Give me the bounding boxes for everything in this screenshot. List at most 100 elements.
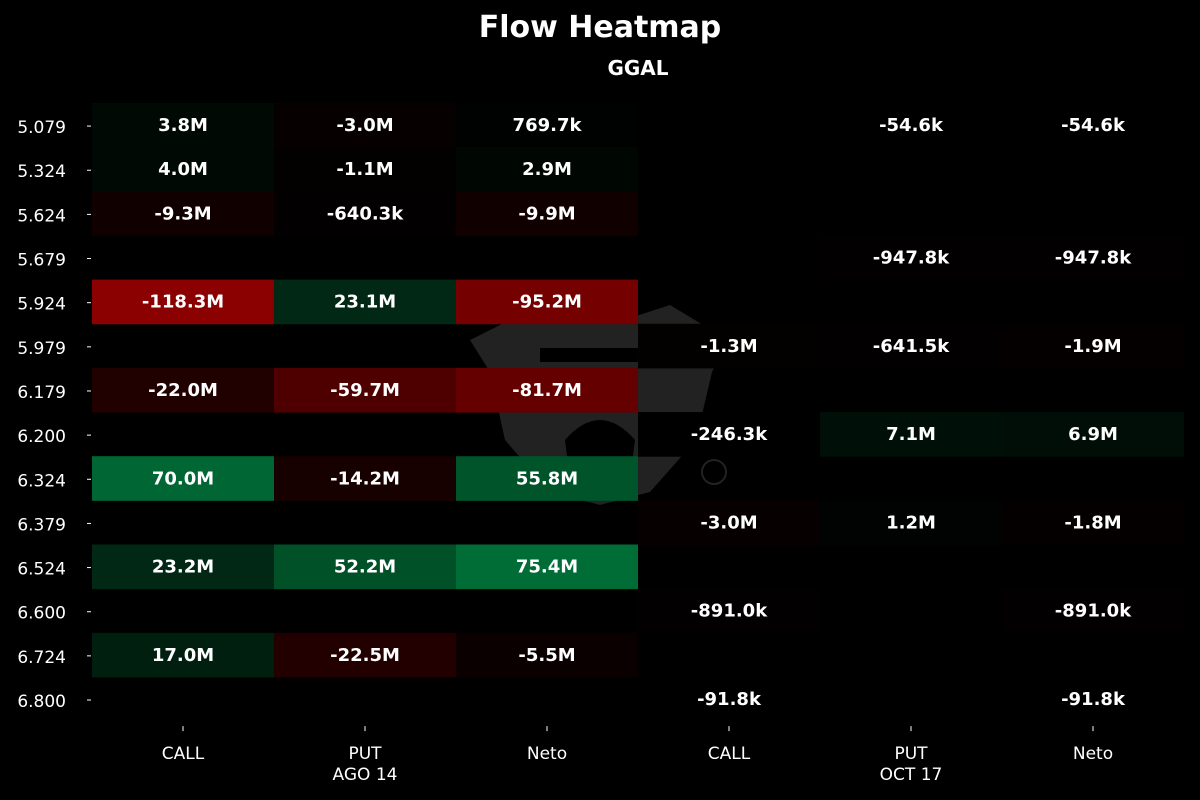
x-tick-label: Neto	[527, 744, 567, 764]
cell-value-label: -3.0M	[336, 115, 393, 136]
chart-subtitle: GGAL	[607, 56, 669, 80]
cell-value-label: -5.5M	[518, 645, 575, 666]
cell-value-label: -947.8k	[1055, 248, 1132, 269]
heatmap-cell	[274, 632, 456, 678]
cell-value-label: -947.8k	[873, 248, 950, 269]
heatmap-cell	[92, 632, 274, 678]
cell-value-label: -1.1M	[336, 159, 393, 180]
x-tick-label: Neto	[1073, 744, 1113, 764]
cell-value-label: 23.2M	[152, 557, 214, 578]
y-tick-label: 6.200	[17, 427, 66, 447]
cell-value-label: 2.9M	[522, 159, 572, 180]
heatmap-cell	[1002, 103, 1184, 148]
heatmap-cell	[456, 544, 638, 590]
y-tick-label: 6.600	[17, 604, 66, 624]
heatmap-cell	[92, 103, 274, 148]
heatmap-cell	[820, 235, 1002, 281]
y-tick-label: 5.624	[17, 206, 66, 226]
cell-value-label: -891.0k	[691, 601, 768, 622]
heatmap-cell	[456, 367, 638, 413]
heatmap-cell	[274, 367, 456, 413]
cell-value-label: 4.0M	[158, 159, 208, 180]
y-tick-label: 6.324	[17, 471, 66, 491]
heatmap-cell	[274, 544, 456, 590]
cell-value-label: -22.5M	[330, 645, 400, 666]
heatmap-cell	[92, 147, 274, 192]
x-tick-label: PUT	[348, 744, 382, 764]
cell-value-label: -54.6k	[1061, 115, 1126, 136]
chart-title: Flow Heatmap	[478, 10, 722, 45]
cell-value-label: -640.3k	[327, 203, 404, 224]
heatmap-cell	[638, 323, 820, 369]
heatmap-cell	[274, 191, 456, 236]
expiry-group-label: AGO 14	[333, 765, 398, 785]
heatmap-cell	[274, 279, 456, 325]
cell-value-label: -1.3M	[700, 336, 757, 357]
y-tick-label: 5.679	[17, 251, 66, 271]
cell-value-label: 23.1M	[334, 292, 396, 313]
heatmap-cell	[1002, 323, 1184, 369]
heatmap-cell	[92, 544, 274, 590]
cell-value-label: -891.0k	[1055, 601, 1132, 622]
cell-value-label: -54.6k	[879, 115, 944, 136]
heatmap-cell	[638, 500, 820, 545]
heatmap-cell	[92, 367, 274, 413]
cell-value-label: -9.9M	[518, 203, 575, 224]
y-tick-label: 5.079	[17, 118, 66, 138]
heatmap-cell	[1002, 588, 1184, 634]
cell-value-label: -641.5k	[873, 336, 950, 357]
cell-value-label: -59.7M	[330, 380, 400, 401]
cell-value-label: 1.2M	[886, 512, 936, 533]
heatmap-cell	[274, 147, 456, 192]
cell-value-label: 3.8M	[158, 115, 208, 136]
cell-value-label: 70.0M	[152, 468, 214, 489]
cell-value-label: -246.3k	[691, 424, 768, 445]
cell-value-label: 75.4M	[516, 557, 578, 578]
heatmap-cell	[456, 191, 638, 236]
heatmap-cell	[820, 500, 1002, 545]
y-tick-label: 6.800	[17, 692, 66, 712]
heatmap-cell	[638, 676, 820, 722]
y-tick-label: 6.724	[17, 648, 66, 668]
heatmap-cell	[456, 279, 638, 325]
heatmap-cell	[274, 103, 456, 148]
heatmap-cell	[1002, 500, 1184, 545]
heatmap-cell	[456, 147, 638, 192]
heatmap-cell	[820, 412, 1002, 457]
cell-value-label: -9.3M	[154, 203, 211, 224]
heatmap-cell	[92, 279, 274, 325]
heatmap-cell	[456, 103, 638, 148]
x-tick-label: PUT	[894, 744, 928, 764]
heatmap-cell	[638, 588, 820, 634]
y-tick-label: 5.979	[17, 339, 66, 359]
heatmap-cell	[92, 456, 274, 501]
cell-value-label: 55.8M	[516, 468, 578, 489]
expiry-group-label: OCT 17	[880, 765, 943, 785]
cell-value-label: -22.0M	[148, 380, 218, 401]
heatmap-cell	[92, 191, 274, 236]
x-tick-label: CALL	[708, 744, 751, 764]
cell-value-label: 17.0M	[152, 645, 214, 666]
cell-value-label: -95.2M	[512, 292, 582, 313]
cell-value-label: -1.8M	[1064, 512, 1121, 533]
cell-value-label: -81.7M	[512, 380, 582, 401]
heatmap-cell	[820, 103, 1002, 148]
y-tick-label: 5.924	[17, 295, 66, 315]
heatmap-cell	[1002, 412, 1184, 457]
cell-value-label: -3.0M	[700, 512, 757, 533]
x-tick-label: CALL	[162, 744, 205, 764]
heatmap-cell	[456, 456, 638, 501]
cell-value-label: -91.8k	[1061, 689, 1126, 710]
cell-value-label: 52.2M	[334, 557, 396, 578]
heatmap-cell	[638, 412, 820, 457]
cell-value-label: -118.3M	[142, 292, 224, 313]
y-tick-label: 6.179	[17, 383, 66, 403]
heatmap-cell	[1002, 676, 1184, 722]
heatmap-cell	[1002, 235, 1184, 281]
heatmap-cell	[274, 456, 456, 501]
y-tick-label: 5.324	[17, 162, 66, 182]
heatmap-cell	[820, 323, 1002, 369]
heatmap-cell	[456, 632, 638, 678]
cell-value-label: -14.2M	[330, 468, 400, 489]
